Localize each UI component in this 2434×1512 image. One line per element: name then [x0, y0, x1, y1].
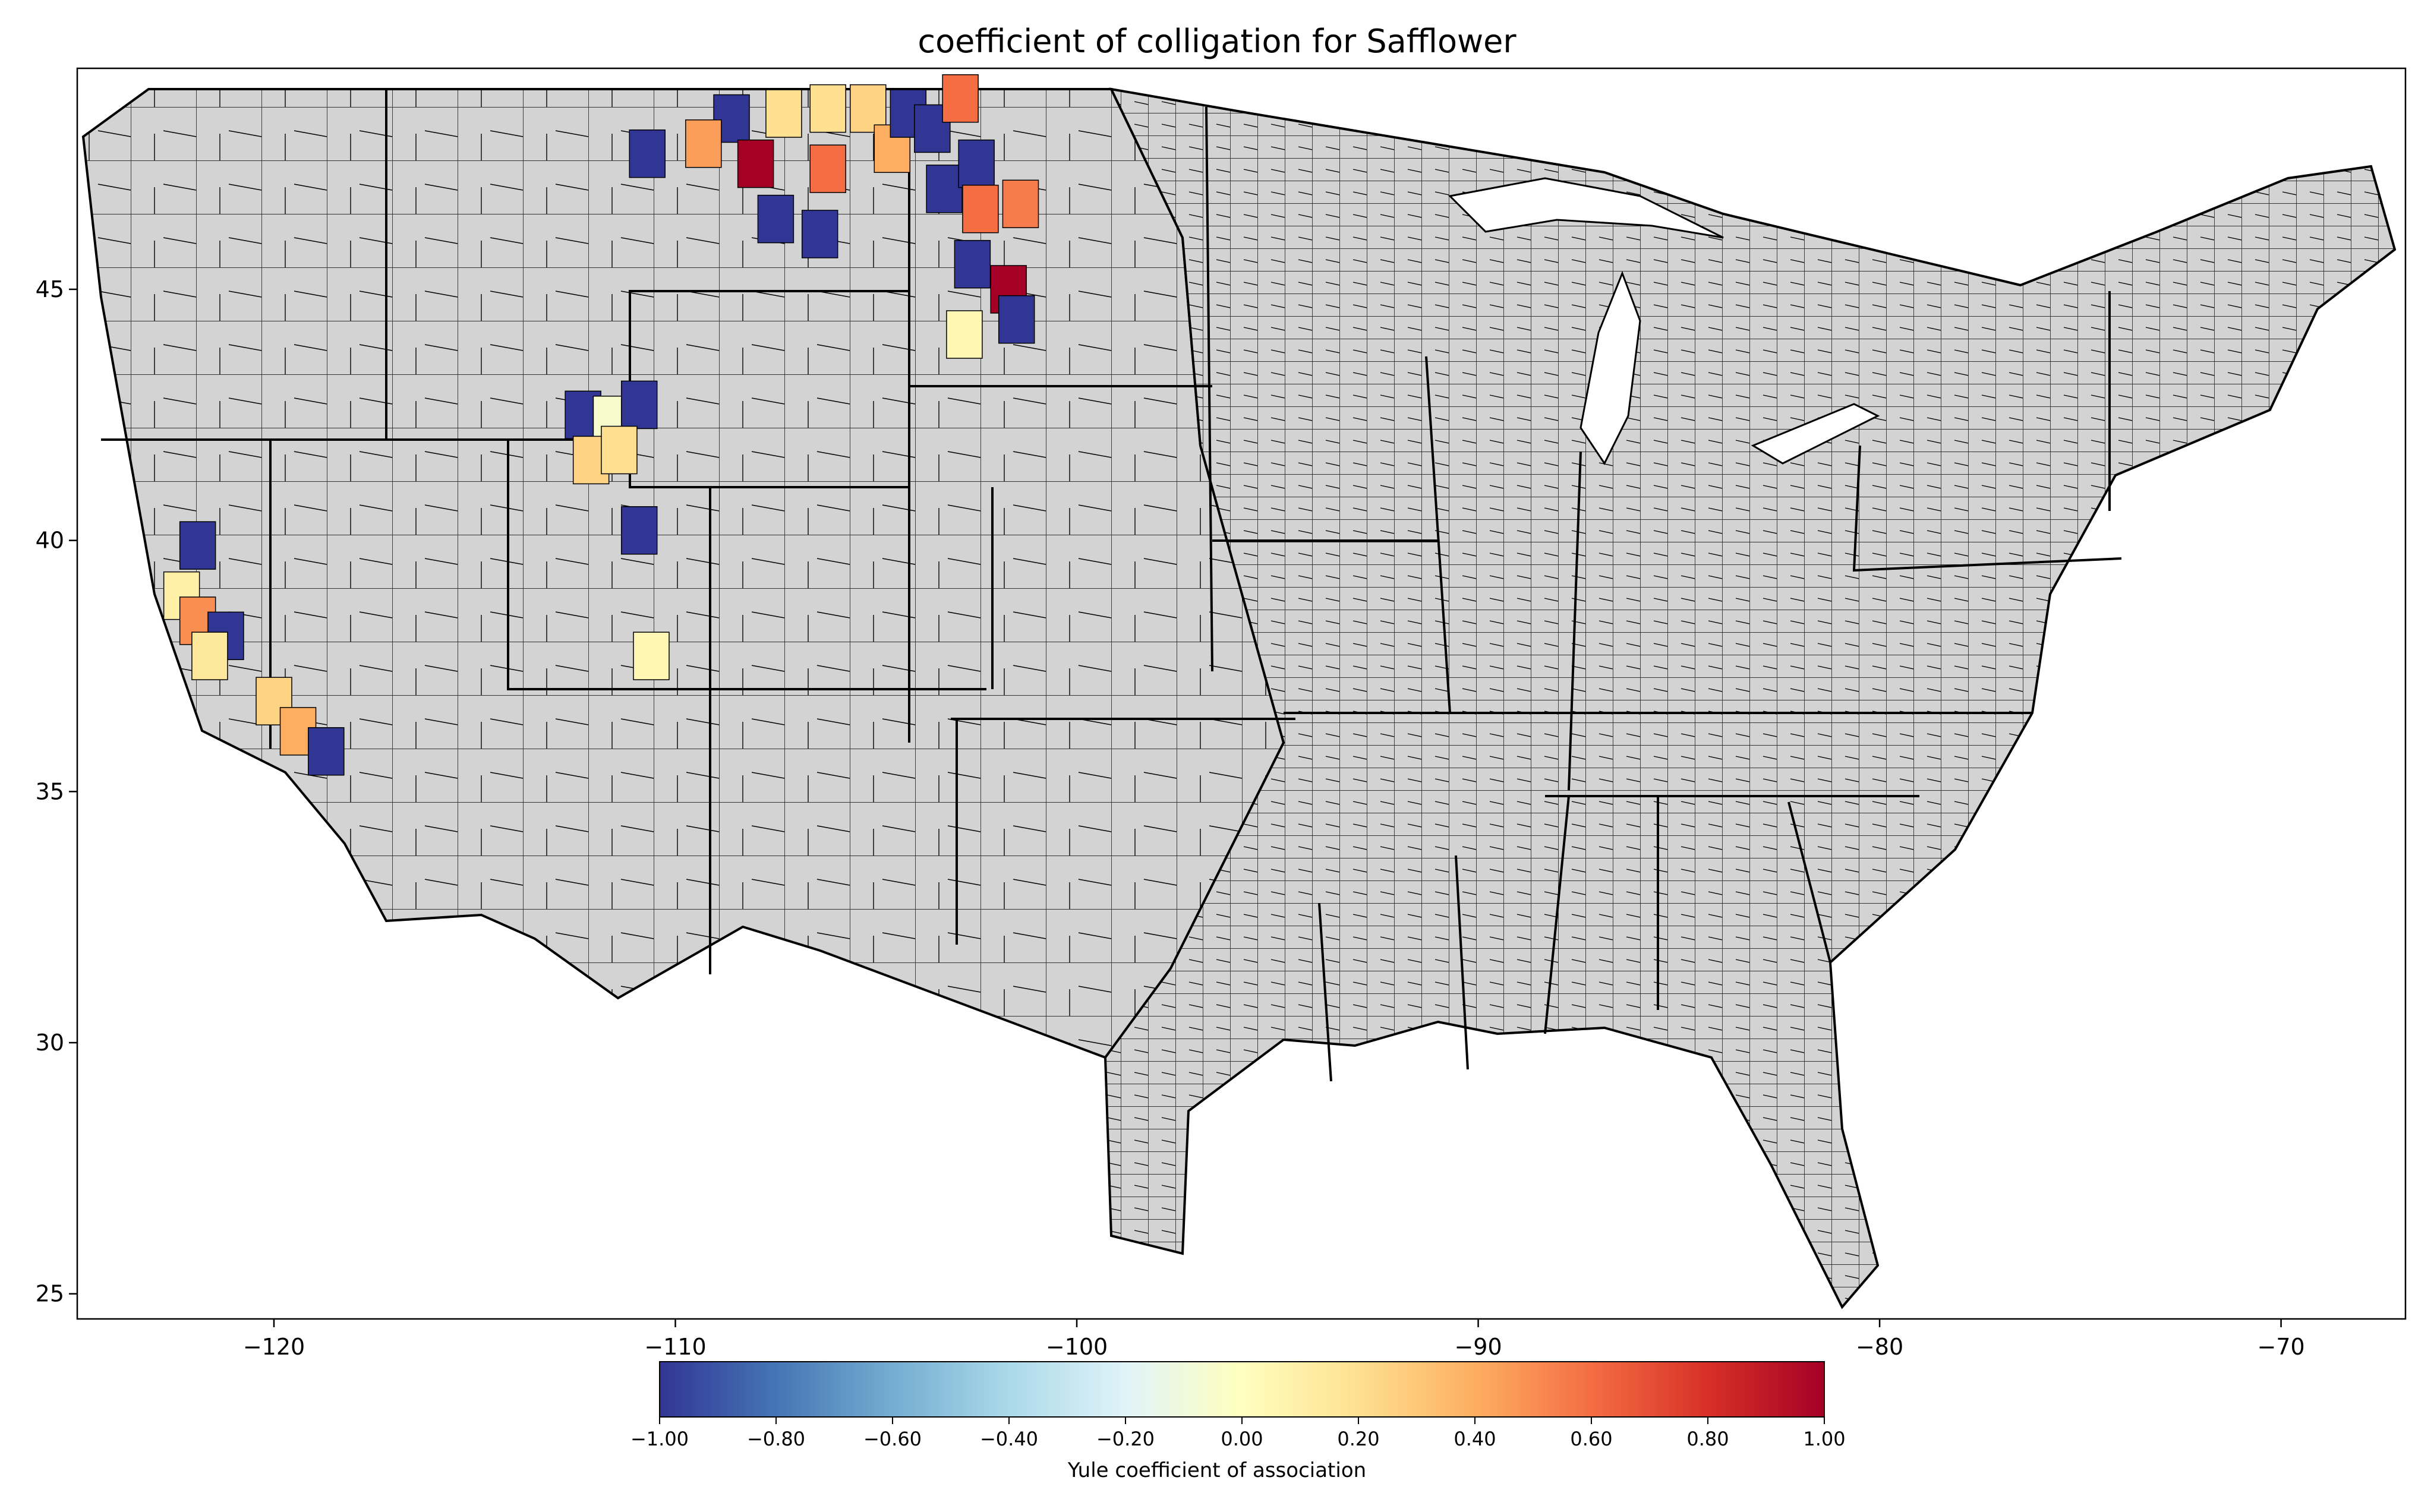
map-title: coefficient of colligation for Safflower: [918, 23, 1516, 60]
y-tick-label: 40: [36, 528, 64, 554]
colorbar-tick-label: 0.60: [1570, 1428, 1612, 1450]
colorbar-tick-label: −1.00: [630, 1428, 689, 1450]
y-axis: 45 40 35 30 25: [36, 276, 77, 1307]
county-11: [801, 210, 838, 258]
county-15: [958, 139, 995, 188]
county-4: [685, 119, 722, 168]
y-tick-label: 30: [36, 1030, 64, 1056]
colorbar-tick-label: 1.00: [1803, 1428, 1845, 1450]
colorbar-tick-label: −0.40: [980, 1428, 1038, 1450]
x-tick-label: −70: [2257, 1334, 2304, 1360]
y-tick-label: 45: [36, 276, 64, 302]
highlighted-counties: [163, 74, 1039, 776]
county-3: [850, 84, 887, 133]
colorbar-ticks: −1.00 −0.80 −0.60 −0.40 −0.20 0.00 0.20 0.40 0.6…: [630, 1417, 1846, 1450]
lake-superior: [1448, 177, 1724, 239]
x-axis: −120 −110 −100 −90 −80 −70: [243, 1319, 2305, 1360]
county-9: [629, 129, 666, 178]
county-2: [809, 84, 846, 133]
county-10: [757, 194, 794, 244]
colorbar-tick-label: 0.40: [1454, 1428, 1496, 1450]
lake-michigan: [1579, 270, 1641, 465]
county-36: [308, 727, 345, 776]
county-21: [946, 310, 983, 359]
county-29: [179, 521, 216, 570]
county-27: [620, 506, 658, 555]
county-16: [1002, 179, 1039, 229]
county-33: [191, 632, 228, 680]
county-28: [633, 632, 670, 680]
county-6: [809, 144, 846, 193]
colorbar-tick-label: 0.80: [1686, 1428, 1729, 1450]
county-13: [942, 74, 979, 123]
county-5: [737, 139, 774, 188]
lake-erie: [1751, 403, 1880, 465]
x-tick-label: −90: [1454, 1334, 1502, 1360]
y-tick-label: 25: [36, 1281, 64, 1307]
colorbar-tick-label: −0.20: [1096, 1428, 1155, 1450]
x-tick-label: −80: [1856, 1334, 1903, 1360]
y-tick-label: 35: [36, 778, 64, 804]
county-26: [601, 425, 638, 475]
county-17: [962, 184, 999, 233]
colorbar-tick-label: −0.80: [747, 1428, 805, 1450]
county-14: [926, 165, 963, 213]
x-tick-label: −120: [243, 1334, 305, 1360]
county-20: [998, 295, 1035, 344]
colorbar-tick-label: 0.00: [1221, 1428, 1263, 1450]
colorbar-label: Yule coefficient of association: [1067, 1459, 1367, 1482]
county-19: [954, 239, 991, 289]
county-1: [765, 89, 802, 138]
colorbar-tick-label: 0.20: [1337, 1428, 1379, 1450]
colorbar-tick-label: −0.60: [863, 1428, 922, 1450]
county-24: [620, 380, 658, 430]
colorbar: [659, 1361, 1825, 1418]
x-tick-label: −110: [644, 1334, 706, 1360]
county-12: [914, 104, 951, 153]
x-tick-label: −100: [1046, 1334, 1108, 1360]
